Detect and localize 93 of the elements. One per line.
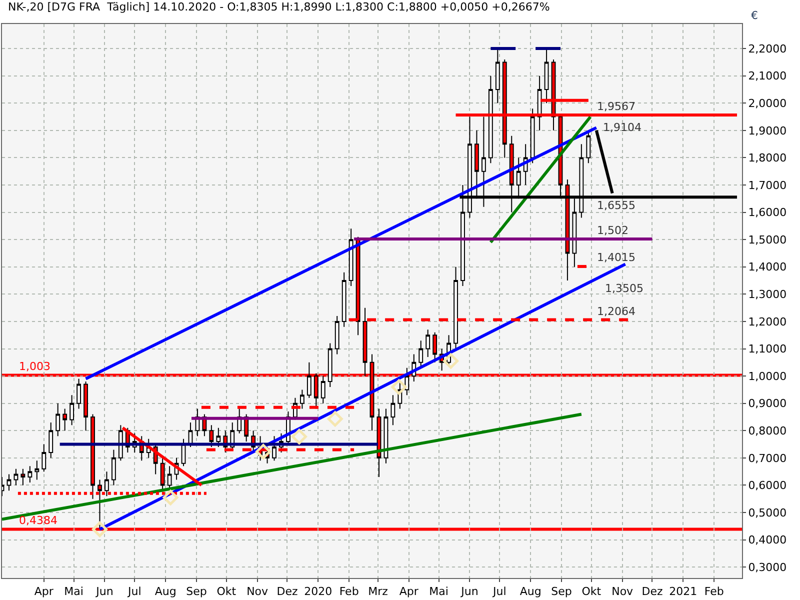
y-tick-label: 1,3000 — [748, 288, 787, 302]
candlestick — [488, 75, 493, 164]
candlestick — [28, 466, 32, 483]
point — [291, 428, 307, 444]
point — [391, 379, 407, 395]
y-tick-label: 1,0000 — [748, 370, 787, 383]
point — [327, 411, 343, 427]
x-tick-label: Jun — [95, 585, 114, 598]
x-tick-label: Dez — [642, 585, 663, 598]
candlestick — [418, 340, 424, 368]
x-tick-label: Okt — [582, 585, 602, 598]
y-axis-title: € — [751, 9, 758, 22]
candlestick — [84, 381, 88, 432]
candlestick — [454, 266, 458, 350]
point — [162, 490, 178, 506]
candlestick — [272, 436, 276, 462]
candlestick — [20, 468, 26, 486]
candlestick — [70, 394, 74, 426]
x-tick-label: Jun — [460, 585, 478, 598]
candlestick — [56, 402, 60, 437]
point — [443, 353, 459, 369]
x-tick-label: Aug — [154, 585, 176, 598]
annotation: 1,2064 — [597, 305, 636, 318]
candlestick — [6, 474, 12, 492]
candlestick — [530, 108, 535, 164]
y-tick-label: 0,5000 — [748, 506, 787, 520]
y-tick-label: 1,9000 — [748, 124, 787, 138]
y-tick-label: 0,4000 — [748, 534, 787, 547]
point — [256, 444, 272, 460]
candlestick — [48, 422, 54, 458]
candlestick — [390, 394, 396, 426]
x-tick-label: Mai — [429, 585, 448, 598]
ref-line-label: 0,4384 — [19, 514, 58, 527]
y-tick-label: 0,9000 — [748, 397, 787, 410]
candlestick — [544, 48, 549, 104]
y-tick-label: 1,6000 — [748, 206, 787, 220]
candlestick — [216, 427, 221, 448]
x-tick-label: Nov — [246, 585, 269, 598]
candlestick — [300, 389, 304, 410]
candlestick — [432, 332, 438, 363]
ref-line-label: 1,003 — [19, 360, 50, 373]
candlestick — [495, 48, 500, 104]
annotation: 1,4015 — [597, 251, 636, 264]
x-tick-label: Aug — [520, 585, 542, 598]
y-tick-label: 1,5000 — [748, 233, 787, 246]
x-tick-label: Mai — [64, 585, 84, 598]
chart-title: NK-,20 [D7G FRA Täglich] 14.10.2020 - O:1,8305 H:1,8990 L:1,8300 C:1,8800 +0,0050 +0,2667% — [8, 0, 550, 14]
x-tick-label: Nov — [612, 585, 634, 598]
x-tick-label: Sep — [186, 585, 207, 598]
x-tick-label: 2021 — [669, 585, 698, 598]
x-tick-label: Feb — [339, 585, 359, 598]
candlestick — [111, 449, 116, 486]
candlestick — [306, 362, 312, 398]
y-tick-label: 2,1000 — [748, 70, 787, 83]
y-tick-label: 1,1000 — [748, 342, 787, 356]
x-tick-label: Apr — [399, 585, 419, 598]
x-tick-label: Okt — [216, 585, 237, 598]
x-tick-label: 2020 — [304, 585, 332, 598]
x-tick-label: Feb — [704, 585, 724, 598]
candlestick — [328, 342, 332, 388]
candlestick — [342, 272, 346, 328]
x-tick-label: Dez — [276, 585, 298, 598]
annotation: 1,9567 — [597, 100, 636, 113]
x-tick-label: Jul — [127, 585, 142, 598]
annotation: 1,9104 — [603, 121, 642, 134]
y-tick-label: 1,4000 — [748, 260, 787, 274]
candlestick — [14, 468, 18, 486]
candlestick — [104, 471, 109, 497]
y-tick-label: 0,7000 — [748, 452, 787, 465]
y-tick-label: 0,6000 — [748, 479, 787, 492]
y-tick-label: 0,8000 — [748, 424, 787, 438]
candlestick — [348, 228, 354, 286]
x-tick-label: Jul — [492, 585, 506, 598]
candlestick — [42, 444, 46, 472]
y-tick-label: 1,7000 — [748, 178, 787, 192]
annotation: 1,502 — [597, 224, 628, 237]
point — [92, 522, 108, 538]
y-tick-label: 2,0000 — [748, 96, 787, 110]
y-tick-label: 1,8000 — [748, 152, 787, 165]
candlestick — [62, 408, 68, 432]
annotation: 1,6555 — [597, 199, 636, 212]
x-tick-label: Apr — [34, 585, 54, 598]
candlestick — [426, 329, 430, 358]
y-tick-label: 2,2000 — [748, 42, 787, 56]
candlestick — [34, 460, 40, 480]
candlestick — [320, 376, 326, 404]
candlestick — [334, 316, 340, 355]
x-tick-label: Mrz — [368, 585, 388, 598]
y-tick-label: 1,2000 — [748, 315, 787, 328]
x-tick-label: Sep — [551, 585, 572, 598]
y-tick-label: 0,3000 — [748, 560, 787, 574]
annotation: 1,3505 — [605, 282, 644, 295]
candlestick — [76, 378, 81, 410]
